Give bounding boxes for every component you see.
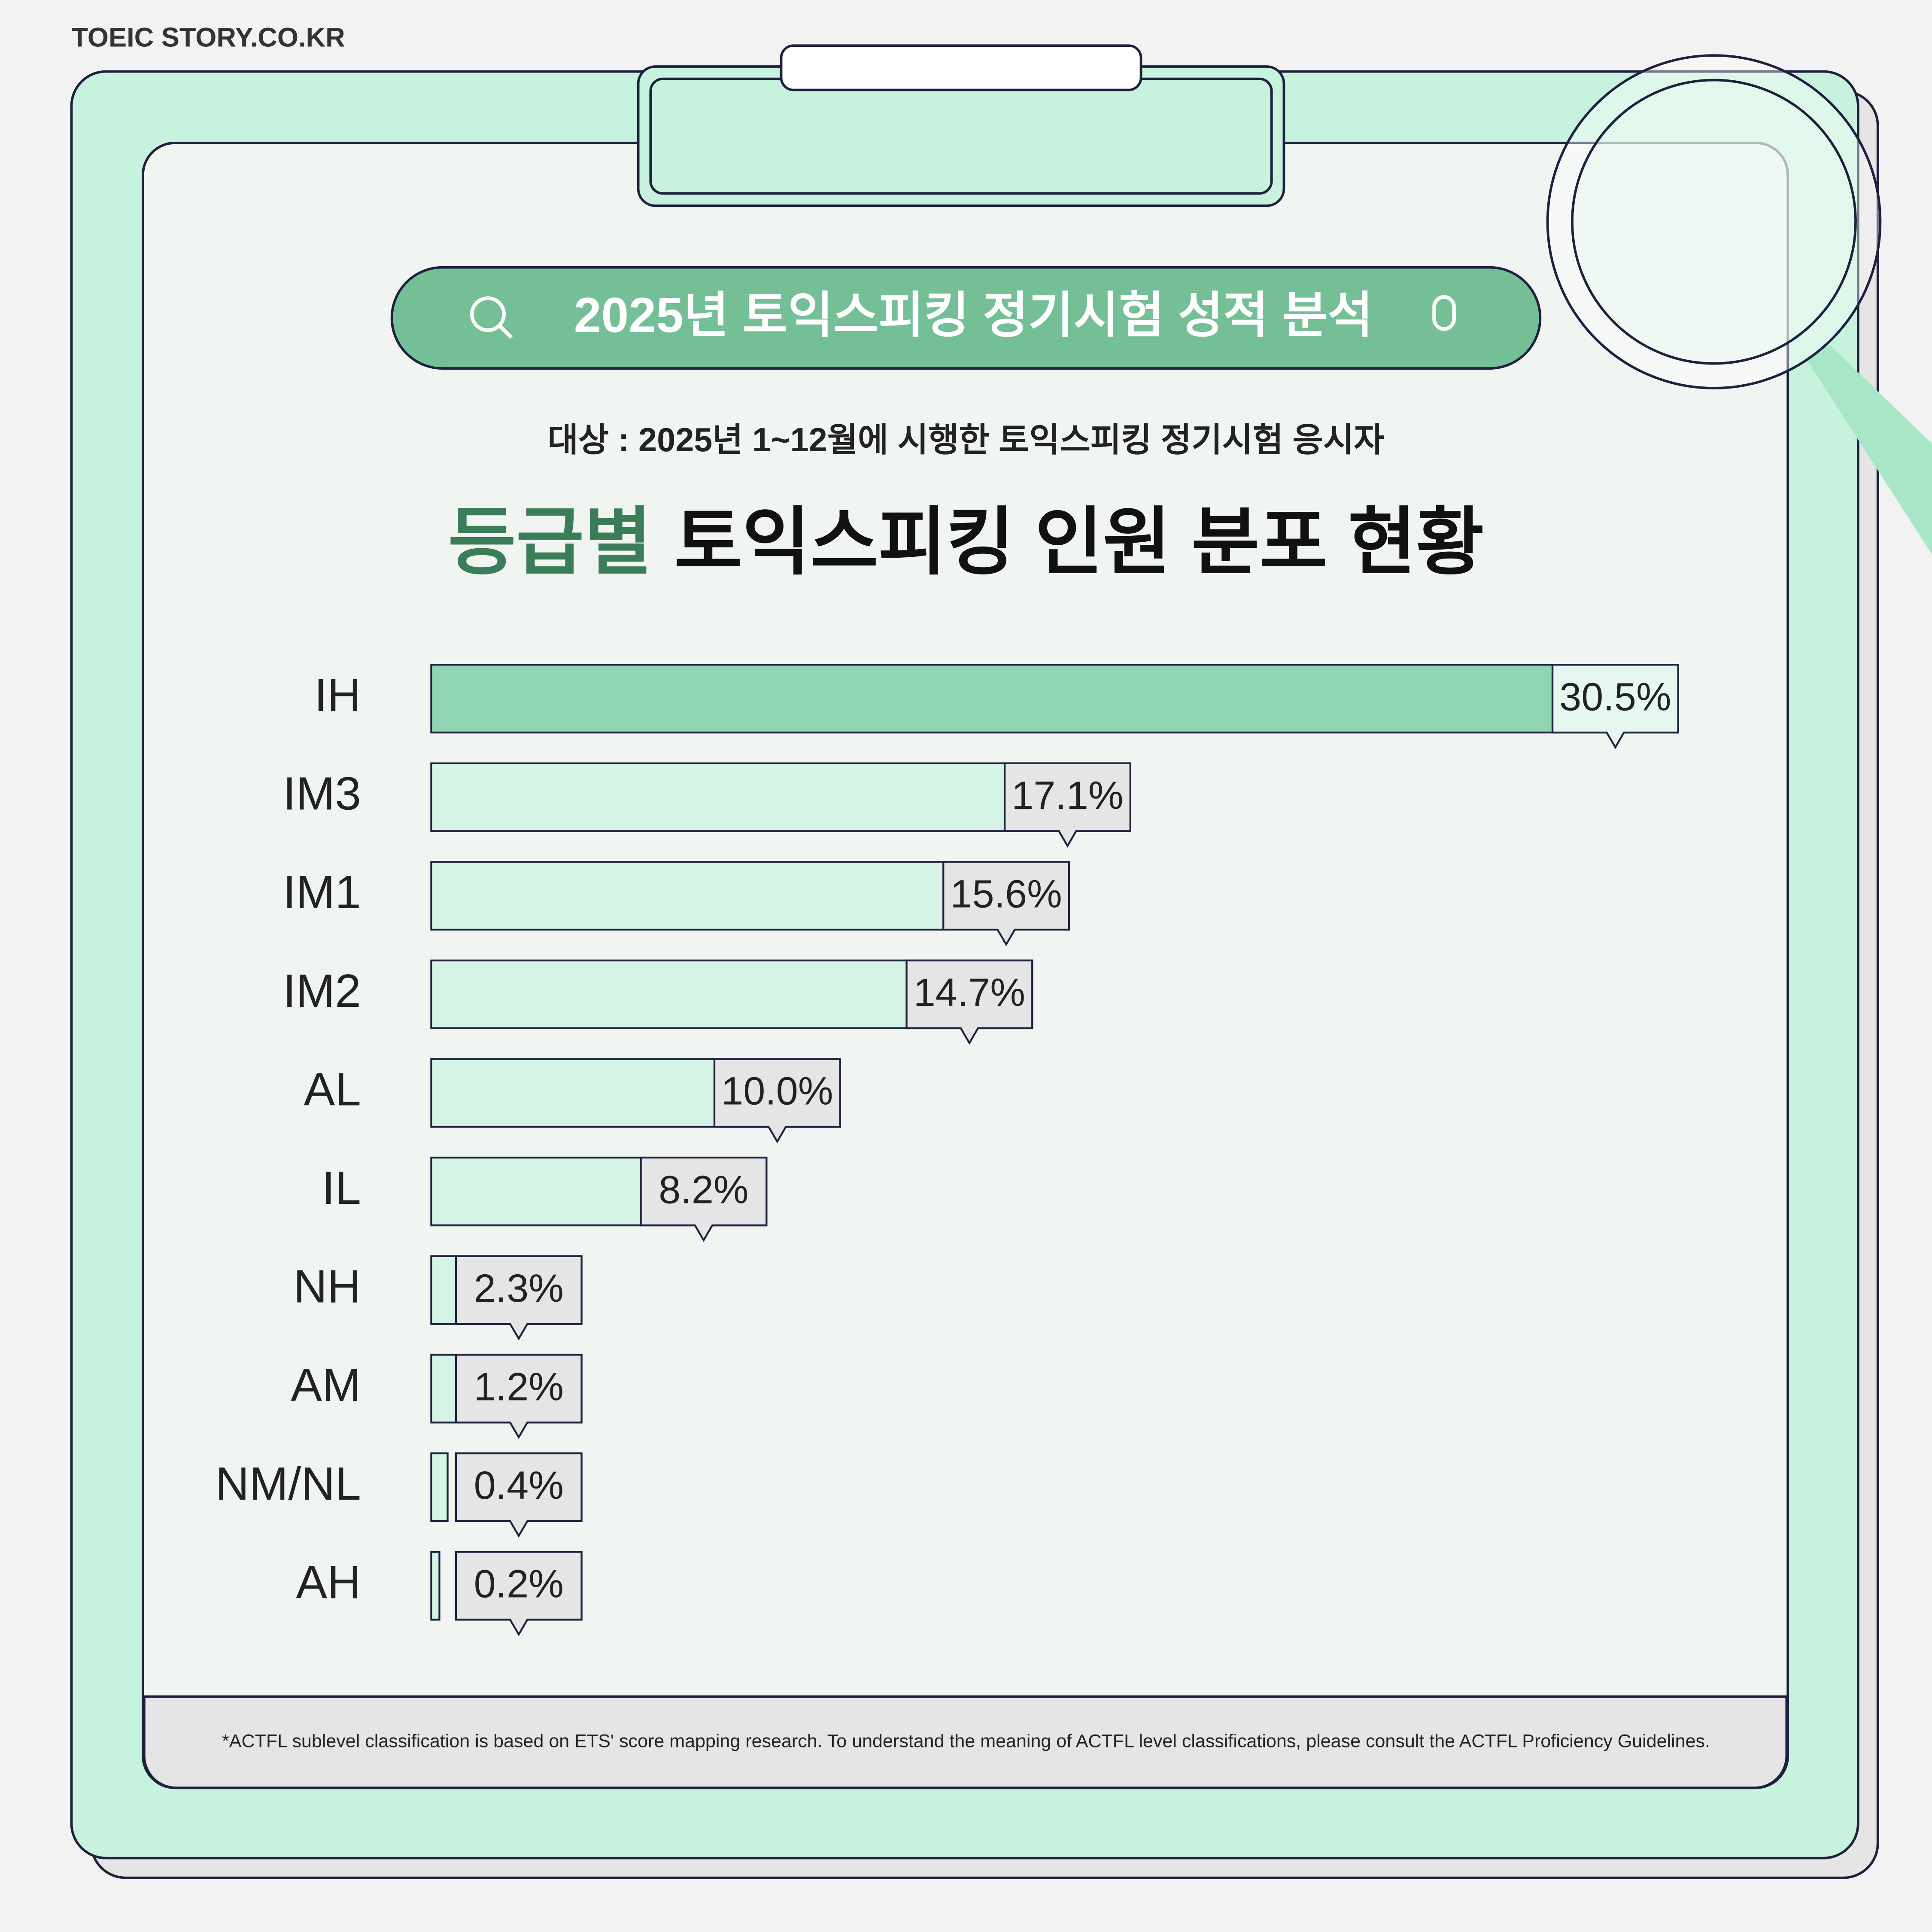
category-label: AM: [291, 1359, 361, 1411]
value-label: 0.4%: [474, 1464, 564, 1507]
label-bubble: [713, 1058, 841, 1144]
bar: [430, 1452, 449, 1522]
clip-top: [780, 44, 1142, 91]
subtitle: 대상 : 2025년 1~12월에 시행한 토익스피킹 정기시험 응시자: [548, 422, 1385, 459]
label-bubble: [1003, 762, 1131, 848]
category-label: AH: [296, 1556, 361, 1608]
label-bubble: [455, 1354, 583, 1440]
brand: TOEIC STORY.CO.KR: [71, 23, 345, 53]
label-bubble: [455, 1255, 583, 1341]
bar: [430, 1551, 440, 1621]
category-label: NM/NL: [216, 1458, 361, 1510]
search-icon-handle: [498, 324, 513, 339]
category-label: NH: [293, 1261, 361, 1313]
category-label: IH: [314, 669, 361, 721]
label-bubble: [905, 959, 1033, 1045]
chart-title: 등급별 토익스피킹 인원 분포 현황: [448, 501, 1484, 584]
category-label: IM1: [283, 866, 361, 918]
value-label: 10.0%: [721, 1069, 833, 1113]
value-label: 2.3%: [474, 1267, 564, 1310]
bar: [430, 664, 1679, 734]
label-bubble: [942, 861, 1070, 947]
title-highlight: 등급별: [448, 501, 652, 584]
value-label: 8.2%: [659, 1168, 748, 1212]
category-label: IL: [322, 1162, 361, 1214]
title-rest: 토익스피킹 인원 분포 현황: [674, 501, 1484, 584]
footnote: *ACTFL sublevel classification is based …: [222, 1731, 1710, 1751]
mic-icon: [1432, 295, 1456, 331]
category-label: IM2: [283, 965, 361, 1017]
value-label: 17.1%: [1012, 774, 1123, 817]
value-label: 30.5%: [1559, 675, 1671, 719]
banner-title: 2025년 토익스피킹 정기시험 성적 분석: [574, 288, 1373, 343]
magnifier-handle: [1805, 345, 1932, 555]
category-label: AL: [304, 1063, 361, 1115]
magnifier-lens: [1571, 79, 1857, 365]
value-label: 0.2%: [474, 1562, 564, 1606]
label-bubble: [1551, 664, 1679, 749]
label-bubble: [455, 1452, 583, 1538]
banner-pill: [390, 266, 1542, 370]
category-label: IM3: [283, 768, 361, 820]
label-bubble: [455, 1551, 583, 1637]
footnote-panel: [143, 1695, 1788, 1789]
search-icon: [470, 296, 506, 332]
label-bubble: [640, 1157, 768, 1242]
value-label: 15.6%: [950, 872, 1062, 916]
value-label: 14.7%: [914, 971, 1025, 1015]
value-label: 1.2%: [474, 1365, 564, 1409]
